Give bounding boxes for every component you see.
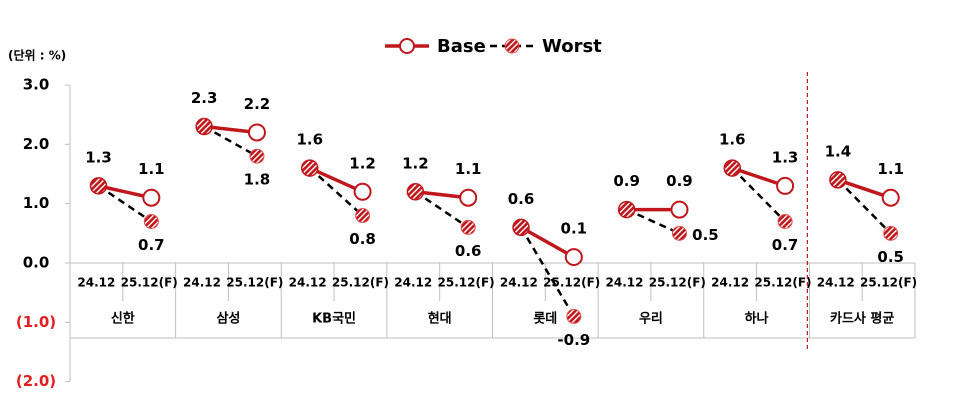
x-category-label: 롯데 (533, 312, 557, 327)
x-period-label: 24.12 (606, 276, 644, 290)
x-category-label: 우리 (639, 311, 663, 327)
base-series-line (731, 166, 786, 188)
base-point (247, 123, 266, 142)
data-label-start: 0.6 (508, 190, 535, 208)
data-label-base: 0.9 (666, 172, 693, 190)
legend-base-marker (399, 38, 415, 54)
base-series-line (837, 178, 892, 200)
x-period-label: 25.12(F) (754, 276, 811, 290)
worst-series-line (626, 208, 680, 235)
base-point (776, 176, 795, 195)
start-point (406, 183, 425, 201)
start-point (829, 171, 847, 189)
x-period-label: 25.12(F) (226, 276, 283, 290)
y-tick-label: (2.0) (16, 372, 56, 390)
data-label-worst: -0.9 (557, 331, 590, 349)
data-label-base: 1.2 (349, 154, 376, 172)
data-label-start: 1.6 (719, 131, 746, 149)
worst-point (777, 213, 793, 229)
x-period-label: 24.12 (289, 276, 327, 290)
worst-series-line (519, 226, 575, 318)
start-point (723, 159, 742, 177)
data-label-start: 2.3 (191, 89, 218, 107)
x-period-label: 25.12(F) (332, 276, 389, 290)
worst-point (249, 148, 265, 164)
worst-series-line (97, 184, 153, 223)
data-label-start: 1.4 (825, 142, 852, 160)
base-point (564, 248, 583, 267)
base-point (142, 188, 161, 207)
legend-base-label: Base (437, 36, 486, 57)
x-period-label: 25.12(F) (649, 276, 706, 290)
data-label-base: 2.2 (244, 95, 271, 113)
data-label-worst: 0.8 (349, 230, 376, 248)
x-category-label: 현대 (428, 311, 452, 327)
x-period-label: 24.12 (817, 276, 855, 290)
start-point (89, 177, 108, 195)
x-period-label: 24.12 (711, 276, 749, 290)
x-period-label: 24.12 (183, 276, 221, 290)
x-period-label: 24.12 (394, 276, 432, 290)
y-tick-label: 3.0 (23, 76, 50, 94)
start-point (617, 200, 636, 219)
base-series-line (98, 184, 152, 200)
y-tick-label: 1.0 (23, 194, 50, 212)
base-point (670, 200, 689, 219)
x-period-label: 25.12(F) (860, 276, 917, 290)
worst-series-line (203, 125, 258, 158)
start-point (195, 117, 213, 136)
worst-series-line (414, 190, 469, 229)
data-label-base: 1.1 (877, 160, 904, 178)
data-label-worst: 0.6 (455, 242, 482, 260)
x-category-label: 신한 (111, 311, 135, 327)
legend-worst-marker (504, 38, 520, 54)
base-point (881, 188, 900, 207)
x-period-label: 24.12 (77, 276, 115, 290)
worst-point (355, 208, 371, 224)
x-period-label: 25.12(F) (543, 276, 600, 290)
data-label-base: 1.1 (138, 160, 165, 178)
data-label-base: 0.1 (561, 220, 588, 238)
worst-series-line (731, 167, 786, 223)
data-label-base: 1.3 (772, 148, 799, 166)
x-period-label: 25.12(F) (121, 276, 178, 290)
y-tick-label: (1.0) (16, 313, 56, 331)
x-category-label: KB국민 (312, 311, 356, 327)
data-label-worst: 0.5 (877, 248, 904, 266)
base-series-line (520, 225, 575, 259)
x-period-label: 24.12 (500, 276, 538, 290)
worst-point (460, 219, 476, 235)
data-label-worst: 1.8 (244, 171, 271, 189)
unit-label: (단위 : %) (8, 48, 66, 63)
base-series-line (309, 166, 364, 194)
start-point (301, 159, 319, 177)
start-point (512, 218, 530, 237)
base-point (353, 182, 372, 201)
worst-point (143, 213, 159, 229)
worst-point (566, 308, 582, 324)
x-period-label: 25.12(F) (438, 276, 495, 290)
worst-point (883, 225, 899, 241)
data-label-start: 0.9 (613, 172, 640, 190)
data-label-base: 1.1 (455, 160, 482, 178)
data-label-worst: 0.7 (772, 236, 799, 254)
y-tick-label: 0.0 (23, 254, 50, 272)
legend-worst-label: Worst (542, 36, 602, 57)
x-category-label: 하나 (745, 311, 769, 327)
worst-point (671, 225, 687, 241)
data-label-start: 1.6 (296, 131, 323, 149)
y-tick-label: 2.0 (23, 135, 50, 153)
data-label-start: 1.2 (402, 154, 429, 172)
data-label-start: 1.3 (85, 148, 112, 166)
data-label-worst: 0.7 (138, 236, 165, 254)
x-category-label: 삼성 (216, 311, 240, 327)
worst-series-line (837, 179, 892, 235)
data-label-worst: 0.5 (692, 226, 719, 244)
base-point (459, 188, 478, 207)
x-category-label: 카드사 평균 (830, 311, 894, 327)
